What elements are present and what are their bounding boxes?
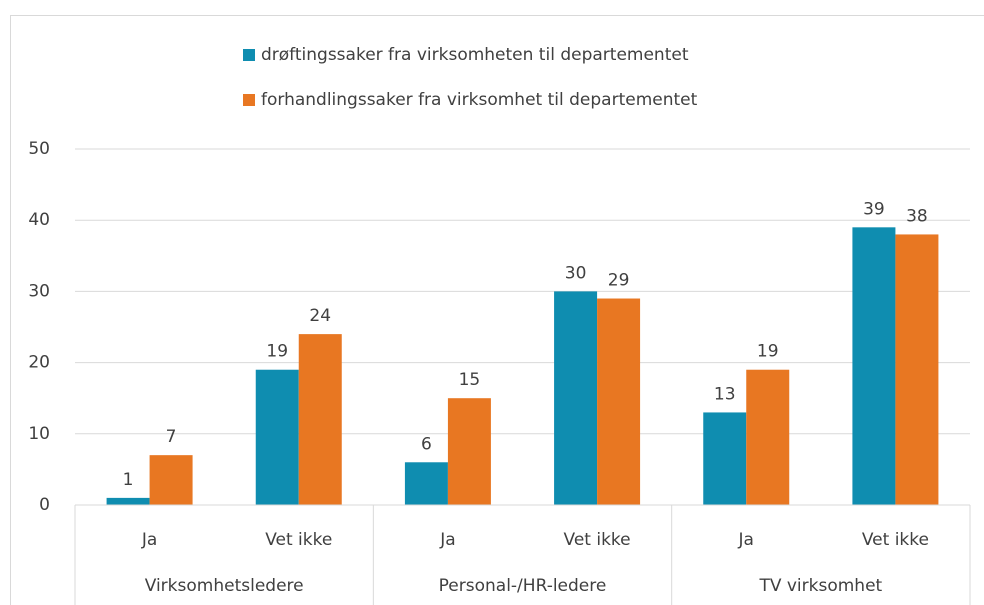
bar — [255, 369, 299, 505]
y-tick-label: 30 — [28, 281, 50, 301]
bar — [597, 298, 641, 505]
group-label: Virksomhetsledere — [145, 576, 304, 596]
group-label: Personal-/HR-ledere — [439, 576, 607, 596]
bar — [746, 369, 790, 505]
bar — [106, 497, 150, 505]
data-label: 19 — [266, 342, 288, 362]
y-tick-label: 10 — [28, 424, 50, 444]
data-label: 29 — [608, 271, 630, 291]
data-label: 15 — [459, 370, 481, 390]
x-tick-label: Vet ikke — [265, 530, 332, 550]
data-label: 24 — [309, 306, 331, 326]
group-label: TV virksomhet — [758, 576, 882, 596]
legend-label: drøftingssaker fra virksomheten til depa… — [261, 45, 689, 65]
data-label: 6 — [421, 434, 432, 454]
data-label: 38 — [906, 206, 928, 226]
data-label: 30 — [565, 263, 587, 283]
y-tick-label: 0 — [39, 495, 50, 515]
x-tick-label: Vet ikke — [564, 530, 631, 550]
y-tick-label: 50 — [28, 139, 50, 159]
data-label: 13 — [714, 384, 736, 404]
bar — [554, 291, 598, 505]
legend-swatch — [243, 94, 255, 106]
y-tick-label: 20 — [28, 353, 50, 373]
bar — [447, 398, 491, 505]
y-tick-label: 40 — [28, 210, 50, 230]
x-tick-label: Ja — [738, 530, 754, 550]
data-label: 7 — [166, 427, 177, 447]
x-tick-label: Vet ikke — [862, 530, 929, 550]
bar — [298, 334, 342, 505]
legend-label: forhandlingssaker fra virksomhet til dep… — [261, 90, 698, 110]
bar — [404, 462, 448, 505]
bar — [703, 412, 747, 505]
chart-frame — [10, 15, 984, 605]
data-label: 19 — [757, 342, 779, 362]
data-label: 39 — [863, 199, 885, 219]
legend-swatch — [243, 49, 255, 61]
bar — [895, 234, 939, 505]
bar — [852, 227, 896, 505]
x-tick-label: Ja — [141, 530, 157, 550]
data-label: 1 — [123, 470, 134, 490]
x-tick-label: Ja — [439, 530, 455, 550]
bar — [149, 455, 193, 505]
